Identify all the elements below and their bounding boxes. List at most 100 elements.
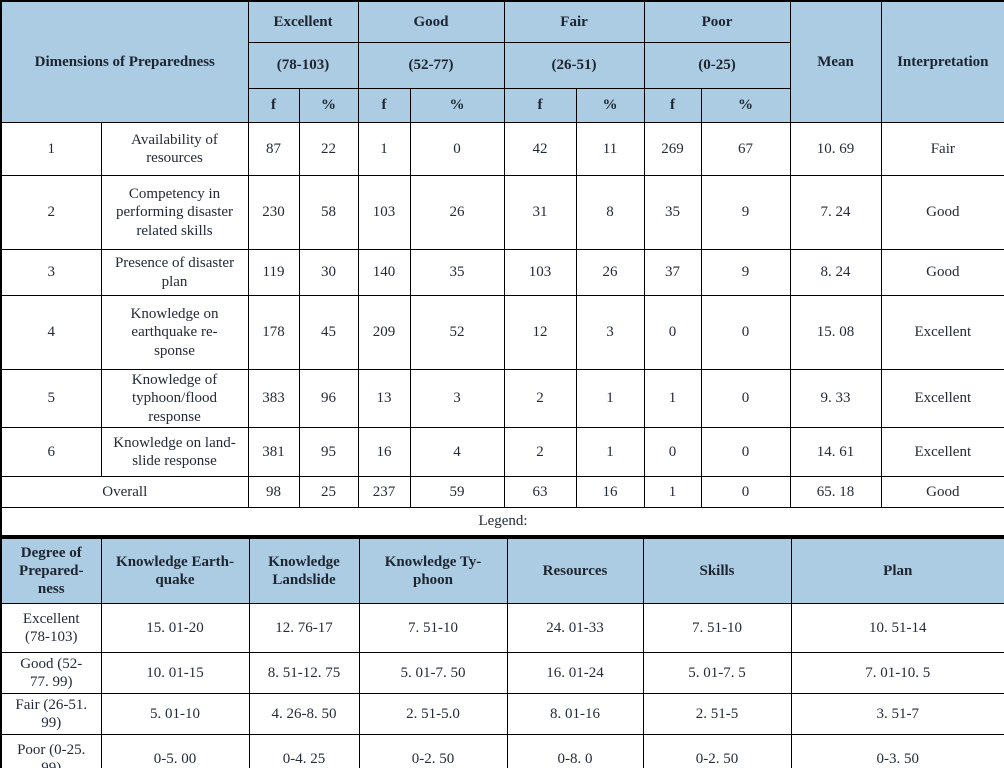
range-cell: 2. 51-5: [642, 693, 792, 735]
resources-header: Resources: [506, 537, 644, 604]
mean-cell: 14. 61: [789, 427, 882, 477]
interpretation-header: Interpretation: [880, 0, 1004, 123]
mean-header: Mean: [789, 0, 882, 123]
pct-cell: 25: [298, 476, 359, 508]
interpretation-cell: Good: [880, 476, 1004, 508]
degree-label-cell: Good (52- 77. 99): [0, 652, 102, 694]
pct-header: %: [700, 88, 791, 123]
range-cell: 8. 51-12. 75: [248, 652, 360, 694]
freq-cell: 103: [503, 249, 577, 296]
mean-cell: 9. 33: [789, 369, 882, 428]
legend-row: Fair (26-51. 99) 5. 01-10 4. 26-8. 50 2.…: [0, 693, 1004, 735]
freq-header: f: [357, 88, 411, 123]
plan-header: Plan: [790, 537, 1004, 604]
dimensions-header: Dimensions of Preparedness: [0, 0, 249, 123]
table-row: 4 Knowledge on earthquake re- sponse 178…: [0, 295, 1004, 370]
freq-cell: 13: [357, 369, 411, 428]
freq-cell: 381: [247, 427, 300, 477]
pct-cell: 3: [575, 295, 645, 370]
range-cell: 7. 51-10: [642, 603, 792, 653]
range-cell: 12. 76-17: [248, 603, 360, 653]
pct-cell: 26: [409, 175, 505, 250]
range-cell: 5. 01-7. 5: [642, 652, 792, 694]
row-number-cell: 4: [0, 295, 102, 370]
dimension-cell: Knowledge on land- slide response: [100, 427, 249, 477]
pct-cell: 0: [409, 122, 505, 176]
range-cell: 7. 51-10: [358, 603, 508, 653]
row-number-cell: 5: [0, 369, 102, 428]
knowledge-typhoon-header: Knowledge Ty- phoon: [358, 537, 508, 604]
freq-cell: 37: [643, 249, 702, 296]
legend-title: Legend:: [0, 507, 1004, 537]
pct-header: %: [298, 88, 359, 123]
interpretation-cell: Fair: [880, 122, 1004, 176]
freq-cell: 119: [247, 249, 300, 296]
legend-table: Degree of Prepared- ness Knowledge Earth…: [0, 537, 1004, 768]
range-cell: 0-2. 50: [358, 734, 508, 768]
pct-cell: 9: [700, 249, 791, 296]
freq-cell: 16: [357, 427, 411, 477]
pct-cell: 26: [575, 249, 645, 296]
freq-cell: 35: [643, 175, 702, 250]
row-number-cell: 3: [0, 249, 102, 296]
preparedness-table: Dimensions of Preparedness Excellent Goo…: [0, 0, 1004, 537]
range-cell: 3. 51-7: [790, 693, 1004, 735]
pct-cell: 0: [700, 369, 791, 428]
pct-cell: 35: [409, 249, 505, 296]
pct-cell: 0: [700, 427, 791, 477]
pct-cell: 0: [700, 476, 791, 508]
range-cell: 10. 51-14: [790, 603, 1004, 653]
range-good: (52-77): [357, 42, 505, 89]
row-number-cell: 1: [0, 122, 102, 176]
pct-cell: 95: [298, 427, 359, 477]
interpretation-cell: Excellent: [880, 295, 1004, 370]
degree-label-cell: Poor (0-25. 99): [0, 734, 102, 768]
freq-cell: 178: [247, 295, 300, 370]
range-cell: 5. 01-7. 50: [358, 652, 508, 694]
pct-cell: 59: [409, 476, 505, 508]
range-cell: 2. 51-5.0: [358, 693, 508, 735]
interpretation-cell: Good: [880, 249, 1004, 296]
range-cell: 0-5. 00: [100, 734, 250, 768]
pct-cell: 45: [298, 295, 359, 370]
pct-cell: 67: [700, 122, 791, 176]
category-poor: Poor: [643, 0, 791, 43]
pct-cell: 52: [409, 295, 505, 370]
header-category-row: Dimensions of Preparedness Excellent Goo…: [0, 0, 1004, 123]
mean-cell: 15. 08: [789, 295, 882, 370]
table-row: 2 Competency in performing disaster rela…: [0, 175, 1004, 250]
mean-cell: 8. 24: [789, 249, 882, 296]
freq-cell: 2: [503, 427, 577, 477]
freq-cell: 209: [357, 295, 411, 370]
pct-header: %: [575, 88, 645, 123]
legend-header-row: Degree of Prepared- ness Knowledge Earth…: [0, 537, 1004, 604]
range-cell: 0-3. 50: [790, 734, 1004, 768]
pct-cell: 0: [700, 295, 791, 370]
overall-label-cell: Overall: [0, 476, 249, 508]
range-cell: 7. 01-10. 5: [790, 652, 1004, 694]
pct-cell: 58: [298, 175, 359, 250]
degree-label-cell: Excellent (78-103): [0, 603, 102, 653]
pct-cell: 16: [575, 476, 645, 508]
freq-cell: 237: [357, 476, 411, 508]
pct-cell: 4: [409, 427, 505, 477]
interpretation-cell: Good: [880, 175, 1004, 250]
interpretation-cell: Excellent: [880, 427, 1004, 477]
range-fair: (26-51): [503, 42, 645, 89]
degree-header: Degree of Prepared- ness: [0, 537, 102, 604]
degree-label-cell: Fair (26-51. 99): [0, 693, 102, 735]
header-range-row: (78-103) (52-77) (26-51) (0-25): [1, 42, 1004, 89]
skills-header: Skills: [642, 537, 792, 604]
table-row: 5 Knowledge of typhoon/flood response 38…: [0, 369, 1004, 428]
pct-cell: 1: [575, 427, 645, 477]
pct-cell: 11: [575, 122, 645, 176]
range-cell: 10. 01-15: [100, 652, 250, 694]
freq-header: f: [643, 88, 702, 123]
dimension-cell: Competency in performing disaster relate…: [100, 175, 249, 250]
freq-cell: 230: [247, 175, 300, 250]
range-cell: 0-4. 25: [248, 734, 360, 768]
freq-cell: 0: [643, 295, 702, 370]
dimension-cell: Presence of disaster plan: [100, 249, 249, 296]
pct-cell: 8: [575, 175, 645, 250]
